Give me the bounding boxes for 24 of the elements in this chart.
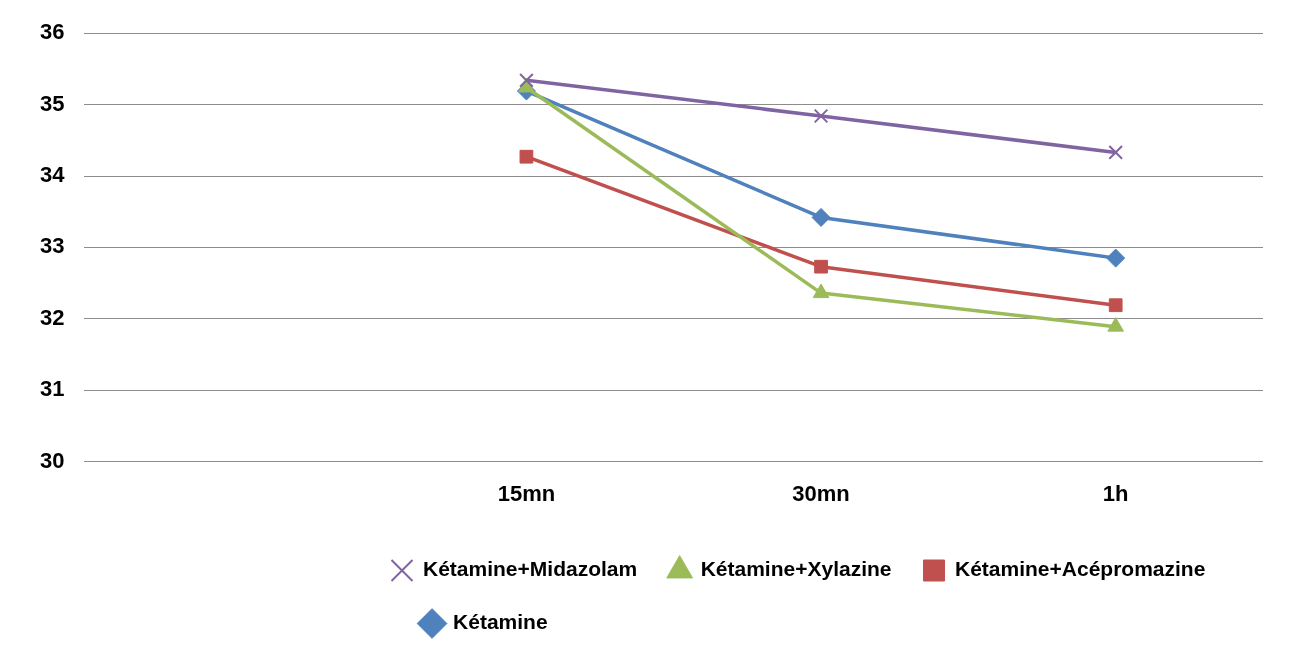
legend-label: Kétamine+Xylazine [700,557,892,581]
point [519,72,534,88]
x-tick-label: 1h [1102,480,1129,506]
x-tick-label: 30mn [792,480,850,506]
y-tick-label: 36 [39,19,65,45]
y-tick-label: 34 [39,162,66,188]
y-tick-label: 32 [39,304,65,330]
point [814,259,828,274]
point [1106,248,1126,268]
point [1108,145,1124,160]
y-tick-label: 33 [39,233,65,259]
legend-label: Kétamine+Acépromazine [954,557,1206,581]
legend-label: Kétamine [453,610,548,634]
y-tick-label: 30 [39,447,65,473]
point [519,149,534,164]
legend-label: Kétamine+Midazolam [423,557,638,581]
point [1107,317,1124,332]
y-tick-label: 31 [39,376,65,402]
point [1108,298,1123,313]
x-tick-label: 15mn [497,480,556,506]
point [812,283,830,299]
point [811,207,831,227]
y-tick-label: 35 [39,90,65,116]
point [813,108,829,124]
